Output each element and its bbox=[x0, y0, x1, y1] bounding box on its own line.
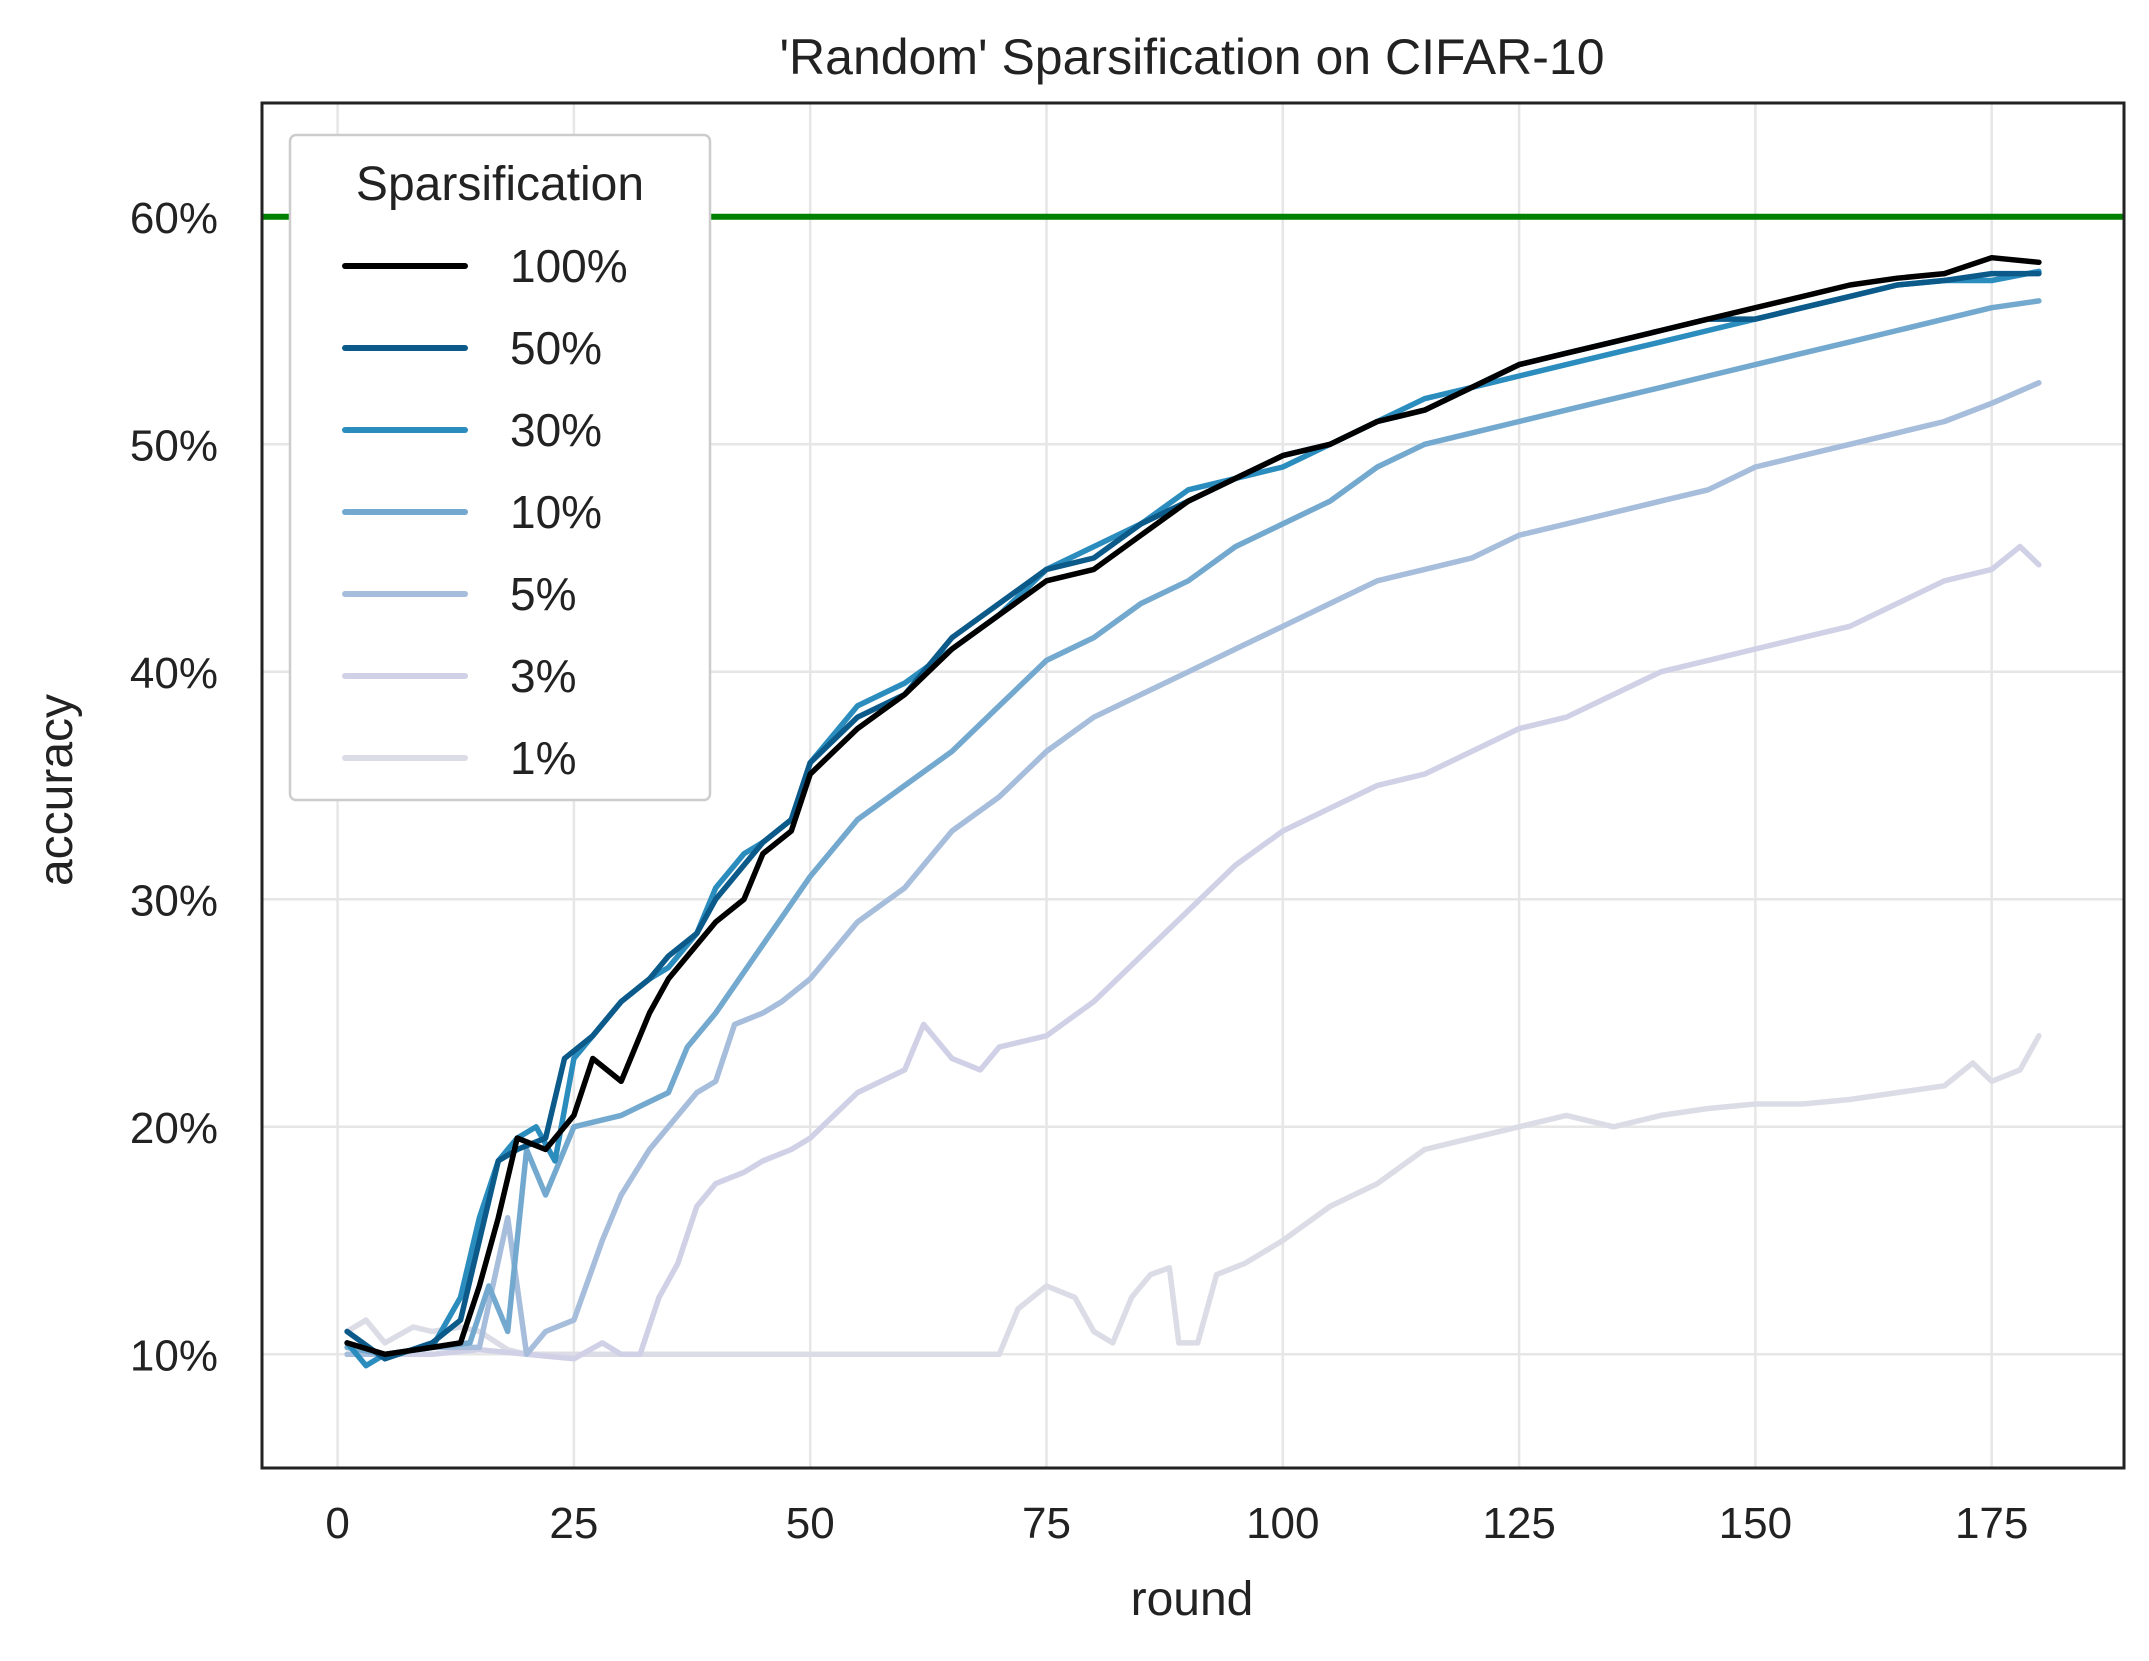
legend-label-50pct: 50% bbox=[510, 322, 602, 374]
series-group bbox=[344, 254, 2042, 1369]
x-tick-label: 100 bbox=[1246, 1499, 1319, 1548]
y-tick-label: 50% bbox=[130, 421, 218, 470]
chart-title: 'Random' Sparsification on CIFAR-10 bbox=[779, 29, 1604, 85]
x-tick-label: 75 bbox=[1022, 1499, 1071, 1548]
y-tick-label: 10% bbox=[130, 1331, 218, 1380]
y-tick-label: 30% bbox=[130, 876, 218, 925]
y-tick-label: 60% bbox=[130, 194, 218, 243]
legend-title: Sparsification bbox=[356, 158, 644, 211]
legend-box bbox=[288, 133, 712, 802]
x-tick-label: 125 bbox=[1482, 1499, 1555, 1548]
x-tick-label: 0 bbox=[325, 1499, 349, 1548]
y-axis-label: accuracy bbox=[30, 694, 83, 886]
series-line-3pct bbox=[344, 543, 2042, 1362]
legend-items: 100% 50% 30% 10% 5% 3% 1% bbox=[342, 240, 628, 784]
x-tick-label: 25 bbox=[549, 1499, 598, 1548]
y-axis-ticks: 10% 20% 30% 40% 50% 60% bbox=[130, 194, 218, 1381]
series-line-5pct bbox=[344, 380, 2042, 1358]
legend-label-10pct: 10% bbox=[510, 486, 602, 538]
legend-label-1pct: 1% bbox=[510, 732, 576, 784]
series-line-10pct bbox=[344, 298, 2042, 1358]
x-tick-label: 150 bbox=[1719, 1499, 1792, 1548]
series-line-100pct bbox=[344, 254, 2042, 1358]
x-tick-label: 175 bbox=[1955, 1499, 2028, 1548]
plot-frame bbox=[260, 101, 2126, 1470]
x-axis-label: round bbox=[1131, 1573, 1254, 1626]
y-tick-label: 20% bbox=[130, 1104, 218, 1153]
legend-label-30pct: 30% bbox=[510, 404, 602, 456]
legend-label-100pct: 100% bbox=[510, 240, 628, 292]
y-tick-label: 40% bbox=[130, 649, 218, 698]
x-axis-ticks: 0 25 50 75 100 125 150 175 bbox=[325, 1499, 2028, 1548]
legend-label-5pct: 5% bbox=[510, 568, 576, 620]
x-tick-label: 50 bbox=[786, 1499, 835, 1548]
legend: Sparsification 100% 50% 30% 10% 5% 3% 1% bbox=[288, 133, 712, 802]
legend-label-3pct: 3% bbox=[510, 650, 576, 702]
